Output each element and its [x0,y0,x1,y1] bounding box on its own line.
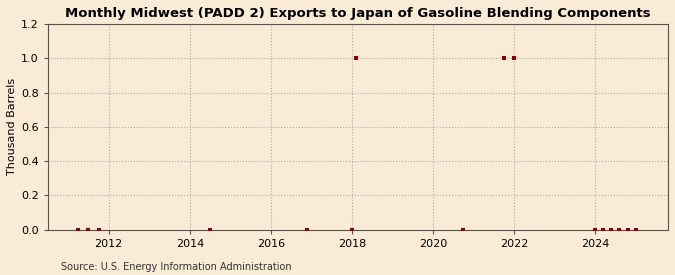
Point [622,228,633,232]
Point [499,56,510,60]
Point [350,56,361,60]
Point [509,56,520,60]
Y-axis label: Thousand Barrels: Thousand Barrels [7,78,17,175]
Point [205,228,215,232]
Title: Monthly Midwest (PADD 2) Exports to Japan of Gasoline Blending Components: Monthly Midwest (PADD 2) Exports to Japa… [65,7,651,20]
Text: Source: U.S. Energy Information Administration: Source: U.S. Energy Information Administ… [61,262,292,272]
Point [606,228,617,232]
Point [73,228,84,232]
Point [302,228,313,232]
Point [590,228,601,232]
Point [630,228,641,232]
Point [83,228,94,232]
Point [93,228,104,232]
Point [614,228,625,232]
Point [346,228,357,232]
Point [458,228,468,232]
Point [598,228,609,232]
